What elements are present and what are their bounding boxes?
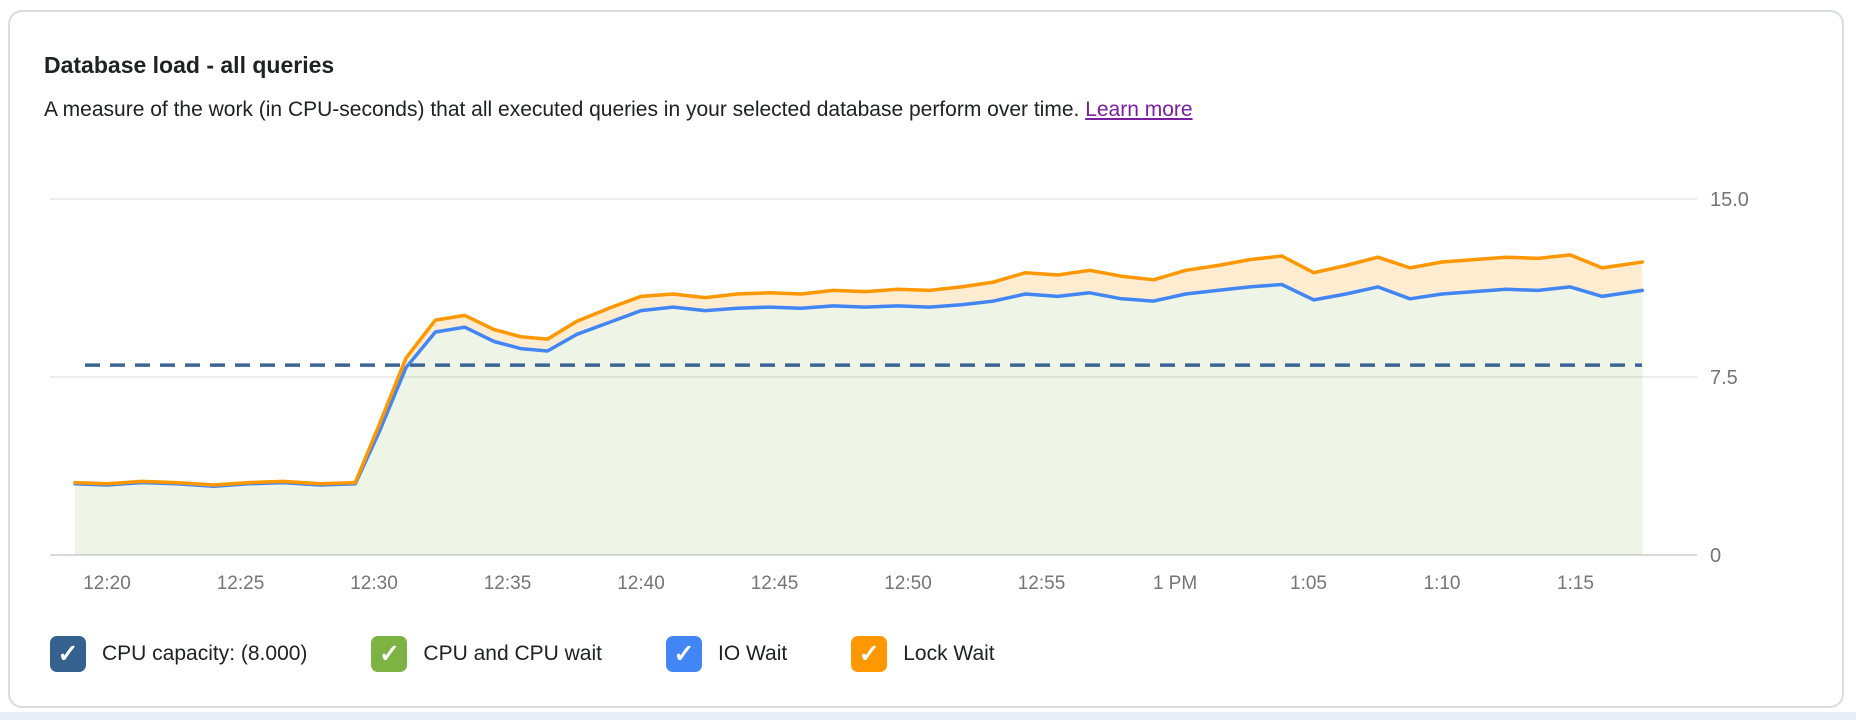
x-tick-label: 12:55 xyxy=(1018,573,1066,594)
legend-item-cpu-and-cpu-wait[interactable]: ✓ CPU and CPU wait xyxy=(371,636,602,672)
legend-item-io-wait[interactable]: ✓ IO Wait xyxy=(665,636,788,672)
x-tick-label: 12:40 xyxy=(617,573,665,594)
x-tick-label: 12:45 xyxy=(751,573,799,594)
x-tick-label: 1:05 xyxy=(1290,573,1327,594)
legend-label-io-wait[interactable]: IO Wait xyxy=(717,642,788,665)
x-tick-label: 12:50 xyxy=(884,573,932,594)
x-tick-label: 12:30 xyxy=(350,573,398,594)
y-tick-label: 0 xyxy=(1710,545,1721,567)
x-tick-label: 12:25 xyxy=(217,573,265,594)
legend-label-cpu-capacity[interactable]: CPU capacity: (8.000) xyxy=(102,642,308,665)
chart-description: A measure of the work (in CPU-seconds) t… xyxy=(44,98,1193,122)
legend-item-cpu-capacity[interactable]: ✓ CPU capacity: (8.000) xyxy=(50,636,307,672)
chart-legend: ✓ CPU capacity: (8.000) ✓ CPU and CPU wa… xyxy=(50,636,995,672)
x-tick-label: 1:10 xyxy=(1424,573,1461,594)
y-tick-label: 15.0 xyxy=(1710,189,1749,211)
database-load-chart[interactable]: 15.0 7.5 0 12:20 12:25 12:30 12:35 12:40 12:45 12… xyxy=(10,142,1842,612)
checkbox-cpu-capacity[interactable]: ✓ xyxy=(50,636,86,672)
cpu-wait-area-fill xyxy=(75,284,1643,555)
legend-item-lock-wait[interactable]: ✓ Lock Wait xyxy=(851,636,995,672)
chart-description-text: A measure of the work (in CPU-seconds) t… xyxy=(44,98,1080,121)
x-tick-label: 12:20 xyxy=(83,573,131,594)
x-tick-label: 12:35 xyxy=(484,573,532,594)
page-title: Database load - all queries xyxy=(44,52,335,78)
x-tick-label: 1 PM xyxy=(1153,573,1197,594)
lock-wait-area-fill xyxy=(75,254,1643,487)
learn-more-link[interactable]: Learn more xyxy=(1085,98,1193,121)
legend-label-cpu-and-cpu-wait[interactable]: CPU and CPU wait xyxy=(423,642,602,665)
lock-wait-line xyxy=(73,253,1645,487)
checkbox-io-wait[interactable]: ✓ xyxy=(665,636,702,672)
x-tick-label: 1:15 xyxy=(1557,573,1594,594)
below-card-strip xyxy=(0,712,1856,720)
legend-label-lock-wait[interactable]: Lock Wait xyxy=(903,642,995,665)
chart-svg[interactable]: 15.0 7.5 0 12:20 12:25 12:30 12:35 12:40 12:45 12… xyxy=(10,142,1842,612)
checkbox-lock-wait[interactable]: ✓ xyxy=(851,636,888,672)
database-load-card: Database load - all queries A measure of… xyxy=(8,10,1844,708)
y-tick-label: 7.5 xyxy=(1710,367,1738,389)
checkbox-cpu-and-cpu-wait[interactable]: ✓ xyxy=(371,636,408,672)
